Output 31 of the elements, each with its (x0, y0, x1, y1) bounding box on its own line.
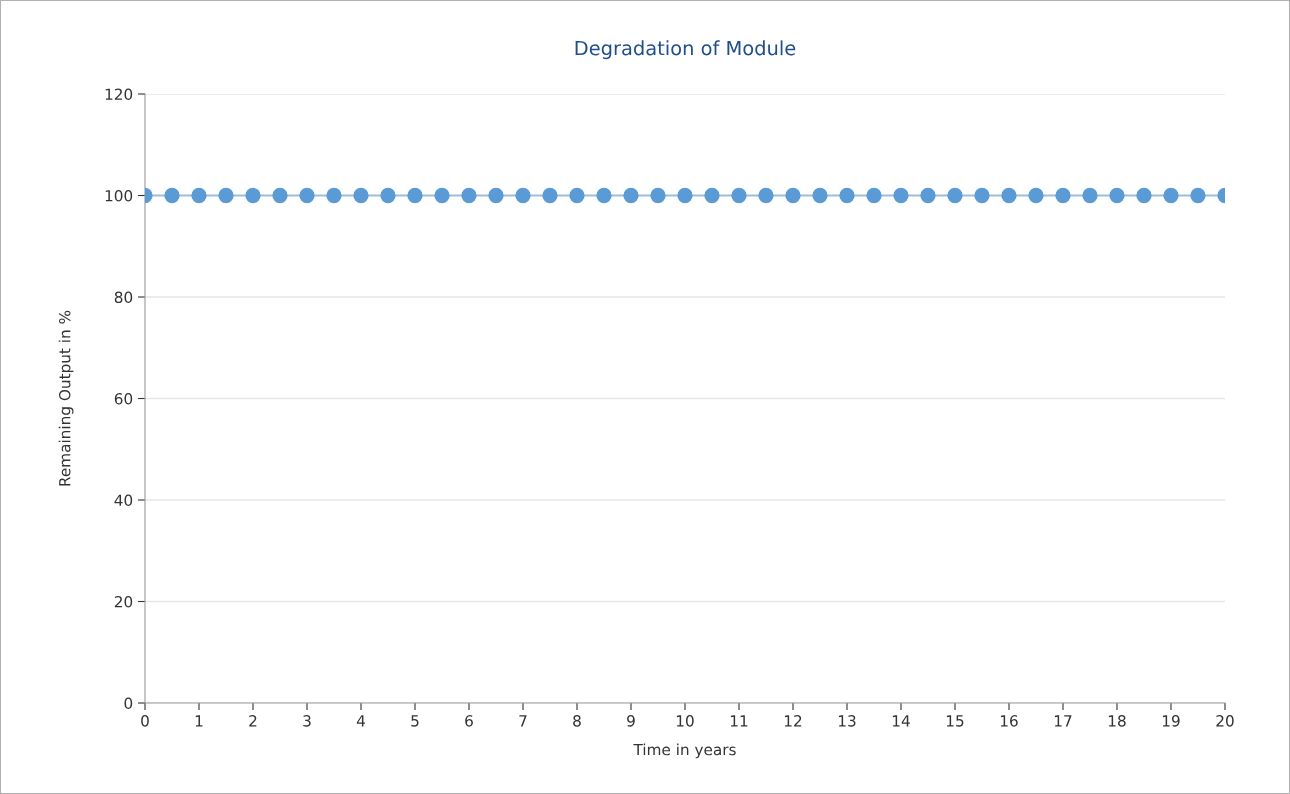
y-tick-label: 120 (105, 88, 133, 101)
x-tick-label: 10 (676, 715, 694, 727)
x-tick-label: 12 (784, 715, 802, 727)
chart-title: Degradation of Module (575, 40, 796, 60)
y-tick-label: 100 (105, 189, 133, 202)
x-tick-label: 14 (892, 715, 910, 727)
x-tick-label: 13 (838, 715, 856, 727)
y-tick-label: 0 (124, 697, 133, 710)
y-tick-label: 20 (114, 595, 133, 608)
x-tick-label: 2 (249, 715, 257, 727)
x-tick-label: 20 (1216, 715, 1234, 727)
y-axis-title: Remaining Output in % (58, 310, 74, 486)
x-tick-label: 11 (730, 715, 748, 727)
y-tick-label: 60 (114, 392, 133, 405)
y-tick-label: 80 (114, 291, 133, 304)
x-axis-title: Time in years (633, 743, 736, 759)
x-tick-label: 15 (946, 715, 964, 727)
x-tick-label: 8 (573, 715, 581, 727)
x-tick-label: 17 (1054, 715, 1072, 727)
x-tick-label: 4 (356, 715, 365, 727)
x-tick-label: 9 (627, 715, 635, 727)
x-tick-label: 5 (411, 715, 419, 727)
x-tick-label: 0 (141, 715, 149, 727)
x-tick-label: 16 (1000, 715, 1018, 727)
x-tick-label: 18 (1108, 715, 1126, 727)
x-tick-label: 6 (465, 715, 473, 727)
x-tick-label: 19 (1162, 715, 1180, 727)
x-tick-label: 7 (519, 715, 527, 727)
y-tick-label: 40 (114, 494, 133, 507)
x-tick-label: 3 (303, 715, 311, 727)
x-tick-label: 1 (195, 715, 203, 727)
